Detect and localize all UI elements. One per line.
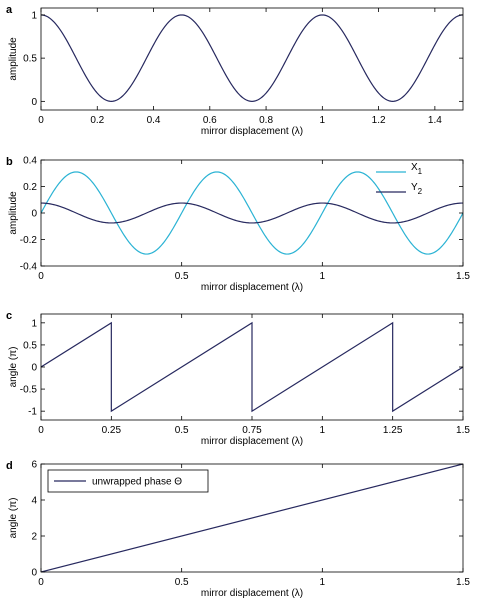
y-axis-label-b: amplitude: [8, 191, 19, 235]
x-tick-label-a: 1: [320, 115, 326, 126]
legend-d: unwrapped phase Θ: [47, 469, 209, 493]
panel-c: 0 0.25 0.5 0.75 1 1.25 1.5 -1 -0.5 0 0.5 1 mirror di…: [6, 310, 470, 447]
y-tick-label-b: 0.4: [23, 156, 37, 167]
y-tick-label-b: 0.2: [23, 182, 37, 193]
x-tick-label-b: 1: [320, 271, 326, 282]
x-tick-label-a: 0: [38, 115, 44, 126]
legend-box: [47, 469, 209, 493]
legend-subscript-1: 2: [418, 187, 423, 196]
legend-subscript-0: 1: [418, 167, 423, 176]
x-axis-label-c: mirror displacement (λ): [201, 436, 303, 447]
y-tick-label-a: 1: [31, 10, 37, 21]
x-tick-label-d: 0: [38, 577, 44, 588]
panel-b: 0 0.5 1 1.5 -0.4 -0.2 0 0.2 0.4 mirror displaceme…: [6, 156, 470, 294]
series-line-b-0: [41, 171, 463, 255]
x-tick-label-a: 0.8: [259, 115, 273, 126]
x-tick-label-d: 1.5: [456, 577, 470, 588]
legend-b: X1 Y2: [376, 162, 423, 196]
panel-label-a: a: [6, 4, 13, 16]
x-tick-label-c: 0.75: [242, 425, 262, 436]
plot-frame-d: [40, 463, 464, 573]
x-tick-label-a: 0.6: [203, 115, 217, 126]
x-tick-label-c: 0: [38, 425, 44, 436]
x-tick-label-a: 0.4: [147, 115, 161, 126]
legend-entry-1: Y2: [411, 182, 423, 196]
x-axis-label-b: mirror displacement (λ): [201, 282, 303, 293]
x-tick-label-c: 0.25: [102, 425, 122, 436]
y-tick-label-a: 0: [31, 97, 37, 108]
x-tick-label-a: 0.2: [90, 115, 104, 126]
x-tick-label-c: 1.5: [456, 425, 470, 436]
y-tick-label-d: 0: [31, 568, 37, 579]
y-tick-label-d: 2: [31, 532, 37, 543]
x-tick-label-b: 1.5: [456, 271, 470, 282]
x-tick-label-c: 1.25: [383, 425, 403, 436]
y-tick-label-c: -0.5: [20, 385, 38, 396]
panel-d: 0 0.5 1 1.5 0 2 4 6 mirror displacement (λ) angle…: [6, 460, 470, 600]
y-tick-label-a: 0.5: [23, 54, 37, 65]
x-tick-label-c: 0.5: [175, 425, 189, 436]
x-tick-label-d: 0.5: [175, 577, 189, 588]
y-tick-label-c: 0: [31, 363, 37, 374]
y-axis-label-a: amplitude: [8, 37, 19, 81]
x-tick-label-d: 1: [320, 577, 326, 588]
x-tick-label-c: 1: [320, 425, 326, 436]
y-tick-label-b: -0.4: [20, 262, 38, 273]
series-line-d-0: [41, 464, 463, 572]
y-tick-label-d: 6: [31, 460, 37, 471]
panel-label-c: c: [6, 310, 12, 322]
panel-label-d: d: [6, 460, 13, 472]
series-line-a-0: [41, 14, 463, 102]
y-axis-label-c: angle (π): [8, 347, 19, 388]
y-tick-label-d: 4: [31, 496, 37, 507]
x-axis-label-d: mirror displacement (λ): [201, 588, 303, 599]
y-tick-label-b: -0.2: [20, 235, 38, 246]
panel-a: 0 0.2 0.4 0.6 0.8 1 1.2 1.4 0 0.5 1 mirror displace…: [6, 4, 464, 137]
y-tick-label-c: 1: [31, 318, 37, 329]
y-tick-label-c: 0.5: [23, 340, 37, 351]
x-tick-label-b: 0.5: [175, 271, 189, 282]
y-tick-label-b: 0: [31, 209, 37, 220]
y-axis-label-d: angle (π): [8, 498, 19, 539]
legend-entry: unwrapped phase Θ: [92, 477, 182, 488]
x-tick-label-a: 1.2: [372, 115, 386, 126]
x-tick-label-b: 0: [38, 271, 44, 282]
panel-label-b: b: [6, 156, 13, 168]
y-tick-label-c: -1: [28, 407, 37, 418]
x-axis-label-a: mirror displacement (λ): [201, 126, 303, 137]
plot-frame-a: [40, 7, 464, 111]
series-line-c-0: [41, 321, 463, 413]
series-line-b-1: [41, 202, 463, 224]
legend-entry-0: X1: [411, 162, 423, 176]
x-tick-label-a: 1.4: [428, 115, 442, 126]
